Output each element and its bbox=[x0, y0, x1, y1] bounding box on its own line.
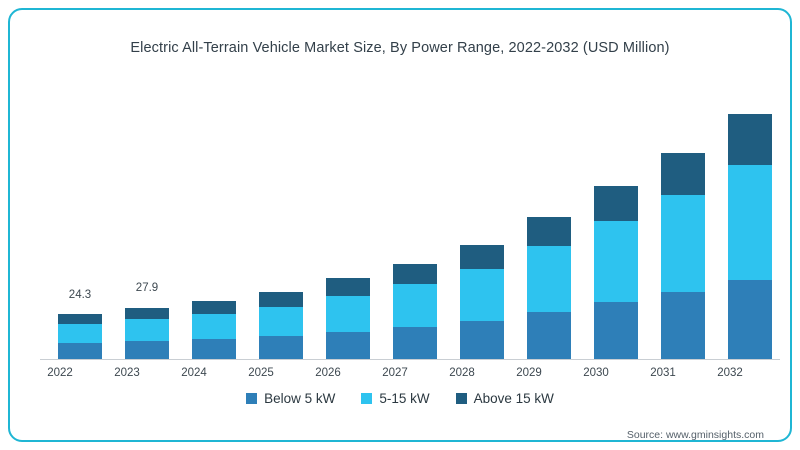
bar-segment-below-5kw bbox=[58, 343, 102, 359]
bar-segment-5-15kw bbox=[661, 194, 705, 292]
bar-segment-above-15kw bbox=[527, 216, 571, 247]
bar-segment-above-15kw bbox=[594, 185, 638, 222]
legend-label: Below 5 kW bbox=[264, 391, 336, 406]
x-axis-tick-2032: 2032 bbox=[717, 367, 743, 379]
bar-group[interactable] bbox=[728, 114, 772, 359]
bar-segment-below-5kw bbox=[661, 292, 705, 359]
legend-swatch-icon bbox=[455, 393, 467, 404]
bar-segment-below-5kw bbox=[460, 321, 504, 359]
bar-segment-above-15kw bbox=[728, 114, 772, 165]
bar-segment-below-5kw bbox=[527, 312, 571, 359]
legend-swatch-icon bbox=[361, 393, 373, 404]
legend-item-below-5kw[interactable]: Below 5 kW bbox=[246, 391, 335, 406]
bar-group[interactable] bbox=[460, 245, 504, 359]
legend-swatch-icon bbox=[246, 393, 258, 404]
x-axis-tick-2026: 2026 bbox=[315, 367, 341, 379]
bar-segment-above-15kw bbox=[192, 301, 236, 315]
bar-segment-below-5kw bbox=[125, 341, 169, 359]
x-axis-tick-2023: 2023 bbox=[114, 367, 140, 379]
bar-segment-5-15kw bbox=[125, 319, 169, 341]
x-axis-tick-2031: 2031 bbox=[650, 367, 676, 379]
bar-segment-5-15kw bbox=[326, 295, 370, 332]
bar-segment-below-5kw bbox=[728, 280, 772, 359]
bar-segment-below-5kw bbox=[192, 338, 236, 359]
chart-title: Electric All-Terrain Vehicle Market Size… bbox=[130, 40, 670, 56]
bar-segment-below-5kw bbox=[393, 326, 437, 359]
bar-segment-below-5kw bbox=[594, 302, 638, 359]
bar-segment-5-15kw bbox=[594, 221, 638, 303]
bar-segment-below-5kw bbox=[326, 331, 370, 359]
x-axis-tick-2022: 2022 bbox=[47, 367, 73, 379]
bar-segment-above-15kw bbox=[460, 245, 504, 270]
bar-group[interactable]: 24.3 bbox=[58, 289, 102, 359]
bar-group[interactable]: 27.9 bbox=[125, 282, 169, 359]
bar-segment-above-15kw bbox=[58, 314, 102, 325]
plot-area: 24.3 27.9 bbox=[40, 85, 780, 360]
bar-group[interactable] bbox=[326, 278, 370, 359]
bar-segment-above-15kw bbox=[661, 152, 705, 195]
x-axis-tick-2029: 2029 bbox=[516, 367, 542, 379]
legend-label: Above 15 kW bbox=[473, 391, 554, 406]
bar-segment-above-15kw bbox=[393, 263, 437, 284]
bar-segment-5-15kw bbox=[728, 164, 772, 281]
x-axis-tick-2028: 2028 bbox=[449, 367, 475, 379]
x-axis-tick-2027: 2027 bbox=[382, 367, 408, 379]
bar-value-label: 27.9 bbox=[135, 282, 159, 294]
bar-segment-5-15kw bbox=[527, 246, 571, 313]
bar-segment-5-15kw bbox=[58, 324, 102, 344]
x-axis-tick-2024: 2024 bbox=[181, 367, 207, 379]
chart-frame: Electric All-Terrain Vehicle Market Size… bbox=[8, 8, 792, 442]
legend-item-5-15kw[interactable]: 5-15 kW bbox=[361, 391, 430, 406]
bar-segment-above-15kw bbox=[326, 278, 370, 296]
bar-group[interactable] bbox=[661, 152, 705, 359]
x-axis-line bbox=[40, 359, 780, 360]
bar-segment-5-15kw bbox=[192, 314, 236, 339]
bar-segment-above-15kw bbox=[125, 307, 169, 319]
bar-group[interactable] bbox=[594, 185, 638, 359]
bar-segment-below-5kw bbox=[259, 336, 303, 359]
x-axis-tick-2030: 2030 bbox=[583, 367, 609, 379]
bar-segment-above-15kw bbox=[259, 292, 303, 307]
bar-segment-5-15kw bbox=[259, 306, 303, 337]
source-note: Source: www.gminsights.com bbox=[626, 429, 764, 441]
legend-label: 5-15 kW bbox=[379, 391, 430, 406]
x-axis-tick-2025: 2025 bbox=[248, 367, 274, 379]
legend-item-above-15kw[interactable]: Above 15 kW bbox=[455, 391, 554, 406]
bar-value-label: 24.3 bbox=[68, 289, 92, 301]
bar-group[interactable] bbox=[192, 301, 236, 359]
bar-segment-5-15kw bbox=[393, 283, 437, 327]
bar-group[interactable] bbox=[259, 292, 303, 359]
bar-segment-5-15kw bbox=[460, 269, 504, 322]
bar-group[interactable] bbox=[527, 216, 571, 359]
chart-legend: Below 5 kW 5-15 kW Above 15 kW bbox=[10, 391, 790, 406]
bar-group[interactable] bbox=[393, 263, 437, 359]
